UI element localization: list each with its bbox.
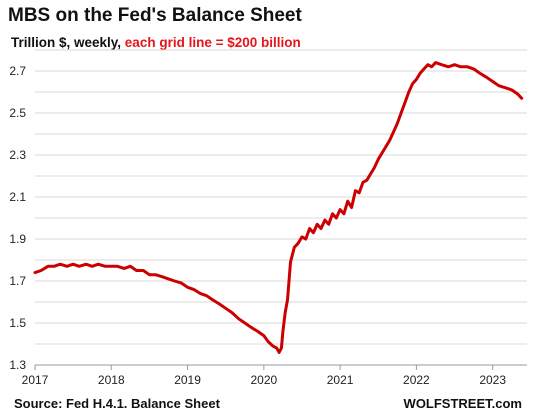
x-tick-label: 2019 — [174, 373, 201, 387]
chart-title: MBS on the Fed's Balance Sheet — [8, 5, 302, 26]
y-axis-tick-labels: 1.3 1.5 1.7 1.9 2.1 2.3 2.5 2.7 — [9, 64, 26, 372]
y-tick-label: 1.7 — [9, 274, 26, 288]
x-axis-tick-labels: 2017 2018 2019 2020 2021 2022 2023 — [22, 365, 506, 387]
y-tick-label: 2.5 — [9, 106, 26, 120]
x-tick-label: 2022 — [403, 373, 430, 387]
y-tick-label: 1.5 — [9, 316, 26, 330]
x-tick-label: 2017 — [22, 373, 49, 387]
x-tick-label: 2020 — [250, 373, 277, 387]
y-tick-label: 2.1 — [9, 190, 26, 204]
y-tick-label: 1.3 — [9, 358, 26, 372]
chart-subtitle: Trillion $, weekly, each grid line = $20… — [11, 35, 301, 50]
subtitle-gridline-note: each grid line = $200 billion — [124, 35, 301, 50]
grid-layer — [35, 49, 527, 366]
source-note: Source: Fed H.4.1. Balance Sheet — [14, 396, 220, 411]
series-line-mbs — [33, 61, 524, 354]
y-tick-label: 1.9 — [9, 232, 26, 246]
brand-label: WOLFSTREET.com — [403, 396, 522, 411]
y-tick-label: 2.7 — [9, 64, 26, 78]
y-tick-label: 2.3 — [9, 148, 26, 162]
x-tick-label: 2021 — [327, 373, 354, 387]
subtitle-units: Trillion $, weekly, — [11, 35, 125, 50]
x-tick-label: 2023 — [479, 373, 506, 387]
series-layer — [33, 61, 524, 354]
x-tick-label: 2018 — [98, 373, 125, 387]
